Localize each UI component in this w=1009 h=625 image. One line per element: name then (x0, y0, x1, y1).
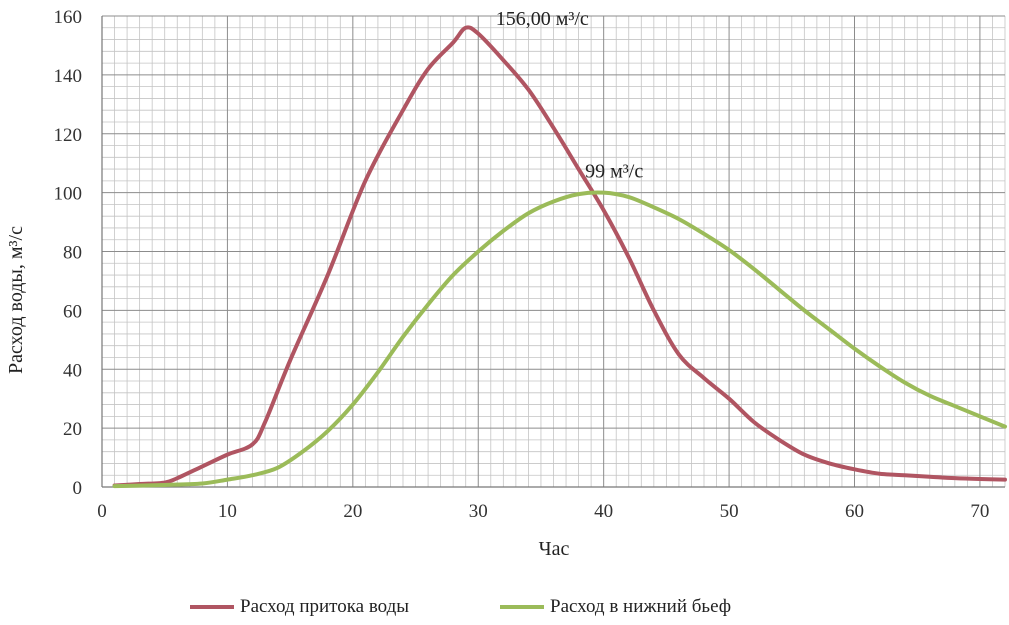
x-tick-label: 20 (343, 501, 362, 522)
axes (101, 16, 1005, 488)
y-tick-label: 80 (63, 243, 82, 264)
y-tick-label: 100 (54, 184, 83, 205)
legend-item-outflow: Расход в нижний бьеф (500, 596, 731, 618)
legend-swatch-outflow (500, 605, 544, 609)
x-tick-label: 0 (97, 501, 107, 522)
x-axis-title: Час (539, 538, 570, 560)
peak-annotation: 156,00 м³/с (496, 8, 589, 30)
chart-legend: Расход притока воды Расход в нижний бьеф (0, 596, 1009, 622)
series-lines (112, 25, 1007, 489)
series-line-inflow (112, 25, 1007, 488)
y-tick-label: 20 (63, 419, 82, 440)
legend-label-outflow: Расход в нижний бьеф (550, 596, 732, 617)
y-tick-label: 0 (73, 478, 83, 499)
y-tick-label: 40 (63, 360, 82, 381)
x-tick-label: 30 (469, 501, 488, 522)
y-tick-label: 60 (63, 301, 82, 322)
x-tick-label: 60 (845, 501, 864, 522)
y-tick-labels: 0 20 40 60 80 100 120 140 160 (54, 7, 83, 499)
peak-annotation: 99 м³/с (585, 161, 643, 183)
y-tick-label: 140 (54, 66, 83, 87)
y-tick-label: 160 (54, 7, 83, 28)
legend-label-inflow: Расход притока воды (240, 596, 410, 617)
legend-swatch-inflow (190, 605, 234, 609)
legend-item-inflow: Расход притока воды (190, 596, 409, 618)
x-tick-label: 10 (218, 501, 237, 522)
x-tick-labels: 0 10 20 30 40 50 60 70 (97, 501, 989, 522)
x-tick-label: 70 (970, 501, 989, 522)
x-tick-label: 50 (720, 501, 739, 522)
y-tick-label: 120 (54, 125, 83, 146)
y-axis-title: Расход воды, м³/с (5, 226, 27, 374)
annotations: 156,00 м³/с 99 м³/с (496, 8, 644, 183)
series-line-outflow (112, 190, 1007, 489)
x-tick-label: 40 (594, 501, 613, 522)
grid-lines (102, 15, 1006, 487)
